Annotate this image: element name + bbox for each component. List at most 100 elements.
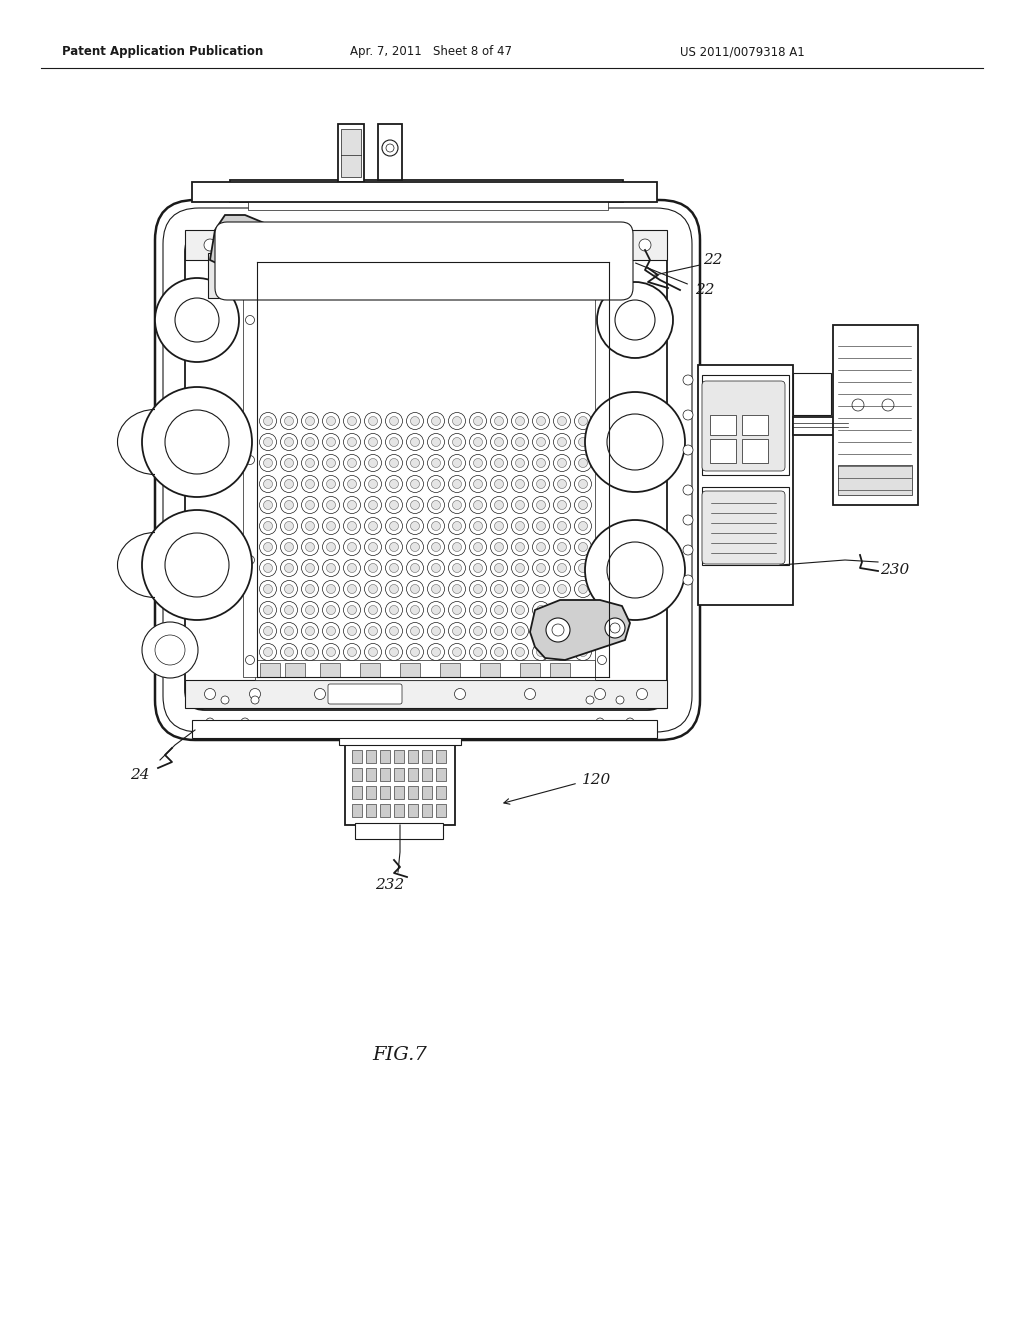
Bar [838,465,912,495]
Circle shape [385,433,402,450]
Circle shape [495,627,504,635]
Circle shape [469,433,486,450]
Polygon shape [530,601,630,660]
Circle shape [515,521,524,531]
Circle shape [142,387,252,498]
Circle shape [469,496,486,513]
Circle shape [285,648,294,656]
Circle shape [365,412,382,429]
Circle shape [473,437,482,446]
Circle shape [369,627,378,635]
Text: 24: 24 [130,768,150,781]
Circle shape [469,454,486,471]
Circle shape [427,433,444,450]
Circle shape [515,417,524,425]
Circle shape [365,539,382,556]
Circle shape [449,602,466,619]
Circle shape [323,602,340,619]
Circle shape [512,644,528,660]
Circle shape [512,475,528,492]
Circle shape [473,521,482,531]
Circle shape [285,543,294,552]
Circle shape [473,500,482,510]
Circle shape [554,475,570,492]
Circle shape [453,521,462,531]
Circle shape [389,479,398,488]
Circle shape [407,581,424,598]
Circle shape [473,585,482,594]
Bar [422,785,432,799]
Circle shape [579,543,588,552]
Circle shape [305,627,314,635]
Circle shape [323,581,340,598]
Bar [193,719,657,738]
Circle shape [554,433,570,450]
Circle shape [469,581,486,598]
Circle shape [155,279,239,362]
Circle shape [327,648,336,656]
Circle shape [554,496,570,513]
Circle shape [263,521,272,531]
Bar [436,785,446,799]
Bar [255,660,595,680]
Circle shape [305,417,314,425]
Circle shape [579,627,588,635]
Circle shape [250,689,260,700]
Circle shape [343,602,360,619]
Circle shape [453,417,462,425]
Circle shape [431,585,440,594]
Circle shape [427,539,444,556]
Circle shape [281,602,298,619]
Circle shape [323,539,340,556]
Circle shape [557,500,566,510]
Circle shape [610,623,620,634]
Circle shape [365,560,382,577]
Circle shape [554,454,570,471]
Circle shape [301,517,318,535]
Circle shape [537,648,546,656]
Circle shape [579,606,588,615]
Circle shape [285,417,294,425]
Circle shape [385,412,402,429]
Circle shape [449,454,466,471]
Circle shape [385,475,402,492]
Circle shape [327,458,336,467]
Circle shape [347,417,356,425]
Circle shape [382,140,398,156]
Circle shape [683,576,693,585]
Circle shape [263,458,272,467]
Text: Patent Application Publication: Patent Application Publication [62,45,263,58]
Circle shape [411,648,420,656]
Circle shape [616,696,624,704]
Circle shape [327,627,336,635]
Circle shape [512,560,528,577]
Bar [243,271,257,677]
Circle shape [607,543,663,598]
Bar [352,785,362,799]
Circle shape [385,644,402,660]
Circle shape [427,644,444,660]
Circle shape [490,475,508,492]
Circle shape [263,564,272,573]
Circle shape [411,479,420,488]
Circle shape [301,454,318,471]
Circle shape [385,517,402,535]
Circle shape [512,496,528,513]
Circle shape [515,543,524,552]
Circle shape [473,417,482,425]
Bar [742,440,768,463]
Circle shape [557,521,566,531]
Bar [550,663,570,677]
Circle shape [427,560,444,577]
Circle shape [369,521,378,531]
Circle shape [389,564,398,573]
Circle shape [473,543,482,552]
Circle shape [364,239,376,251]
Circle shape [469,539,486,556]
Circle shape [449,433,466,450]
Circle shape [490,433,508,450]
Circle shape [259,539,276,556]
Circle shape [453,437,462,446]
Circle shape [574,517,592,535]
Circle shape [246,455,255,465]
